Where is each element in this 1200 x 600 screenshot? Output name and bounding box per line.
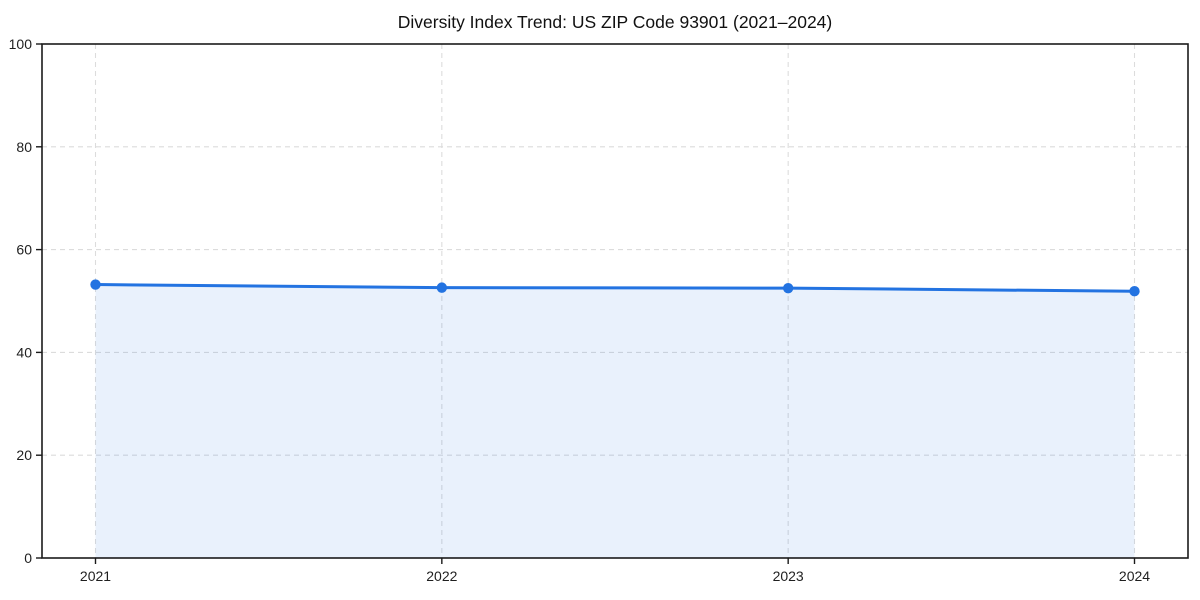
- y-tick-label: 40: [16, 344, 32, 360]
- data-point: [90, 279, 101, 290]
- data-point: [436, 282, 448, 293]
- area-fill: [95, 284, 1135, 558]
- x-tick-label: 2022: [426, 568, 457, 584]
- y-tick-label: 100: [9, 36, 33, 52]
- y-tick-label: 80: [16, 139, 32, 155]
- series-line: [94, 283, 1136, 293]
- data-point: [782, 282, 794, 294]
- x-tick-label: 2024: [1119, 568, 1150, 584]
- chart-plot-area: 0 20 40 60 80 100 2021 2022 2023 2024: [9, 36, 1189, 584]
- y-tick-label: 0: [24, 550, 32, 566]
- x-tick-label: 2023: [773, 568, 804, 584]
- axes-spines: [41, 43, 1189, 559]
- data-point: [1129, 286, 1140, 297]
- y-tick-label: 60: [16, 242, 32, 258]
- chart-title: Diversity Index Trend: US ZIP Code 93901…: [398, 12, 833, 32]
- x-tick-label: 2021: [80, 568, 111, 584]
- y-tick-label: 20: [16, 447, 32, 463]
